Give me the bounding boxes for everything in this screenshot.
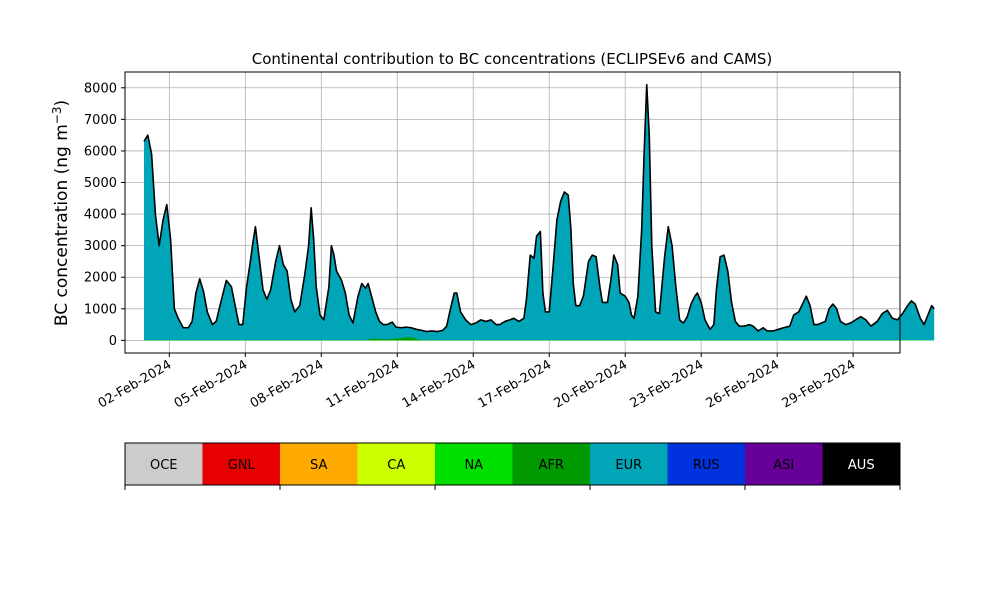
y-tick-label: 7000 <box>84 113 117 128</box>
legend-label-oce: OCE <box>150 458 178 473</box>
y-axis-label: BC concentration (ng m−3) <box>50 100 72 326</box>
legend-label-rus: RUS <box>693 458 720 473</box>
legend-label-afr: AFR <box>539 458 564 473</box>
legend-label-asi: ASI <box>773 458 794 473</box>
x-tick-label: 08-Feb-2024 <box>248 357 327 411</box>
chart-title: Continental contribution to BC concentra… <box>252 50 773 68</box>
legend-label-ca: CA <box>387 458 405 473</box>
y-tick-label: 8000 <box>84 81 117 96</box>
plot-background <box>125 72 900 353</box>
y-axis-label-superscript: −3 <box>50 106 64 124</box>
x-tick-label: 14-Feb-2024 <box>400 357 479 411</box>
legend-label-eur: EUR <box>615 458 642 473</box>
y-tick-label: 0 <box>109 334 117 349</box>
legend-label-aus: AUS <box>848 458 875 473</box>
legend-label-sa: SA <box>310 458 327 473</box>
y-tick-label: 4000 <box>84 208 117 223</box>
legend-colorbar: OCE GNL SA CA NA AFR EUR RUS ASI AUS <box>125 443 901 490</box>
x-tick-label: 23-Feb-2024 <box>628 357 707 411</box>
x-tick-label: 11-Feb-2024 <box>324 357 403 411</box>
x-tick-label: 02-Feb-2024 <box>96 357 175 411</box>
x-tick-label: 20-Feb-2024 <box>552 357 631 411</box>
x-tick-label: 29-Feb-2024 <box>780 357 859 411</box>
y-tick-label: 6000 <box>84 144 117 159</box>
y-tick-label: 5000 <box>84 176 117 191</box>
x-tick-label: 17-Feb-2024 <box>476 357 555 411</box>
y-tick-label: 1000 <box>84 302 117 317</box>
y-tick-label: 3000 <box>84 239 117 254</box>
y-tick-label: 2000 <box>84 271 117 286</box>
legend-label-na: NA <box>464 458 483 473</box>
x-tick-label: 26-Feb-2024 <box>704 357 783 411</box>
legend-label-gnl: GNL <box>228 458 256 473</box>
x-tick-label: 05-Feb-2024 <box>172 357 251 411</box>
grid-lines <box>125 72 900 353</box>
